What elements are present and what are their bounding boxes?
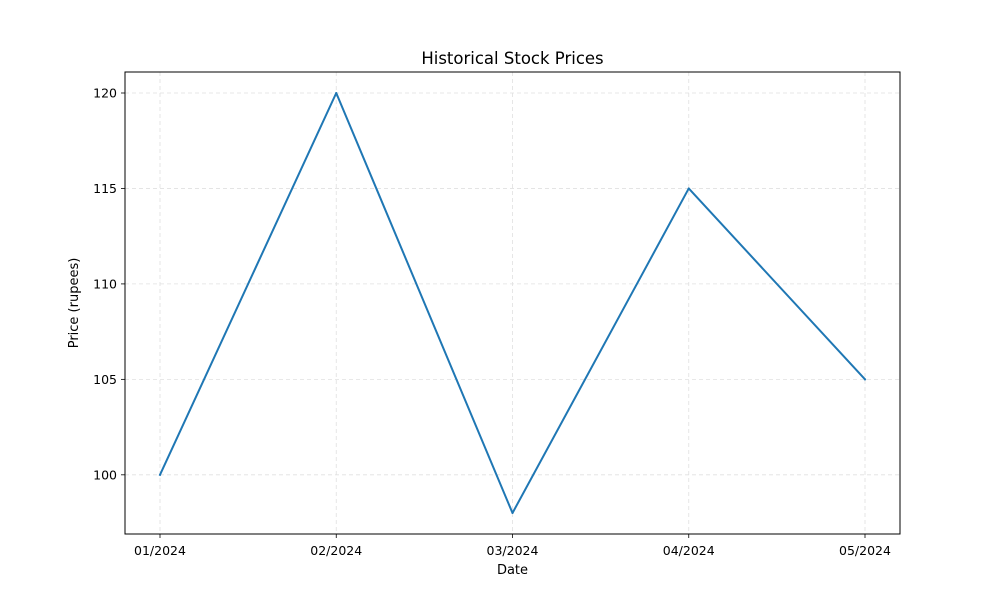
x-tick-label: 03/2024: [487, 543, 539, 558]
data-point: [687, 187, 690, 190]
x-tick-label: 05/2024: [839, 543, 891, 558]
data-point: [159, 473, 161, 476]
x-axis-label: Date: [497, 563, 528, 578]
y-tick-label: 120: [93, 86, 117, 101]
data-point: [511, 512, 514, 514]
chart-title: Historical Stock Prices: [421, 49, 603, 68]
y-tick-label: 115: [93, 181, 117, 196]
y-tick-label: 100: [93, 467, 117, 482]
y-tick-label: 110: [93, 276, 117, 291]
y-tick-label: 105: [93, 372, 117, 387]
data-point: [864, 378, 866, 381]
x-tick-label: 01/2024: [134, 543, 186, 558]
axis-ticks: 01/2024 02/2024 03/2024 04/2024 05/2024 100 10…: [93, 86, 891, 559]
series-layer: [158, 92, 867, 514]
x-tick-label: 02/2024: [310, 543, 362, 558]
y-axis-label: Price (rupees): [67, 258, 82, 349]
data-point: [335, 92, 338, 94]
x-tick-label: 04/2024: [663, 543, 715, 558]
grid: [125, 72, 900, 534]
